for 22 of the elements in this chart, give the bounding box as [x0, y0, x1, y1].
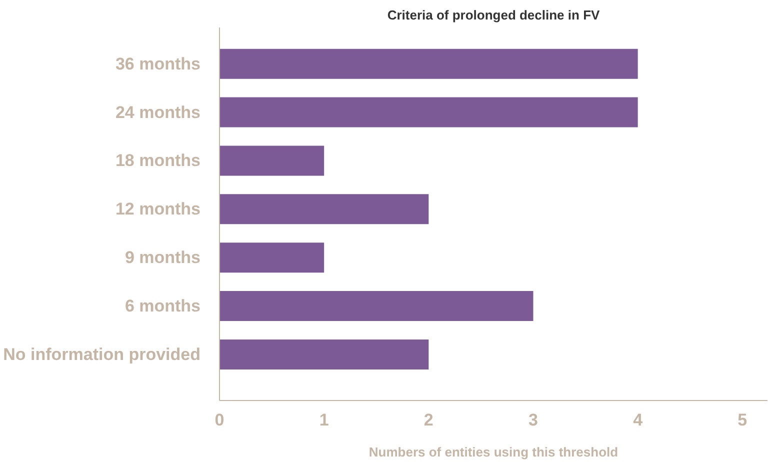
- bar: [220, 146, 324, 176]
- bar: [220, 97, 638, 128]
- y-tick-label: 18 months: [115, 151, 201, 170]
- bar: [220, 291, 534, 322]
- y-tick-label: 6 months: [124, 296, 200, 316]
- x-tick-label: 5: [738, 410, 748, 430]
- bar: [220, 242, 324, 273]
- bar: [220, 48, 638, 79]
- x-axis-title: Numbers of entities using this threshold: [368, 444, 618, 460]
- x-tick-label: 4: [633, 410, 644, 430]
- x-tick-label: 0: [214, 410, 224, 430]
- bar: [220, 194, 429, 224]
- y-tick-label: 36 months: [115, 54, 201, 74]
- y-tick-label: 24 months: [115, 102, 201, 122]
- y-tick-label: 12 months: [115, 200, 201, 219]
- x-tick-label: 1: [319, 410, 329, 430]
- chart-title: Criteria of prolonged decline in FV: [387, 8, 600, 22]
- x-tick-label: 3: [528, 410, 538, 430]
- x-tick-label: 2: [424, 410, 434, 430]
- y-tick-label: 9 months: [124, 248, 200, 268]
- bar: [220, 339, 429, 370]
- y-tick-label: No information provided: [3, 344, 201, 364]
